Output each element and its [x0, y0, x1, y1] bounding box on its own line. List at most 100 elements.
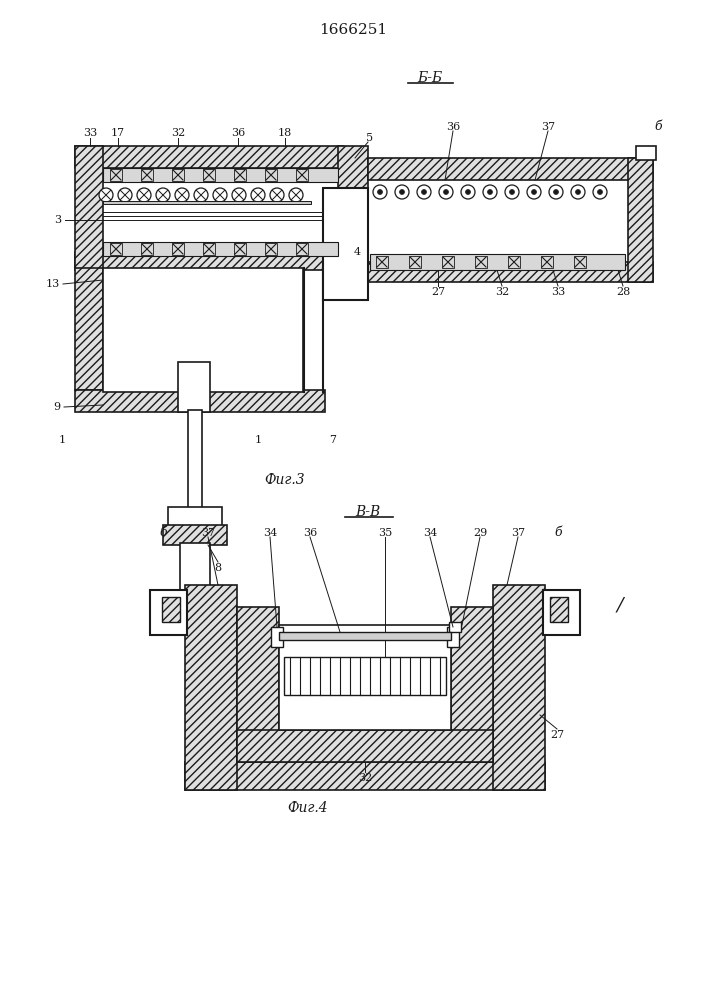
Text: б: б	[654, 120, 662, 133]
Bar	[172, 169, 184, 181]
Circle shape	[483, 185, 497, 199]
Circle shape	[175, 188, 189, 202]
Circle shape	[527, 185, 541, 199]
Text: 1: 1	[255, 435, 262, 445]
Bar	[75, 268, 103, 390]
Text: б: б	[159, 526, 167, 540]
Bar	[141, 243, 153, 255]
Bar	[103, 242, 338, 256]
Bar	[451, 607, 493, 762]
Bar	[543, 590, 580, 635]
Circle shape	[118, 188, 132, 202]
Bar	[234, 243, 246, 255]
Bar	[449, 622, 461, 632]
Bar	[110, 169, 122, 181]
Text: Фиг.4: Фиг.4	[288, 801, 328, 815]
Circle shape	[593, 185, 607, 199]
Bar	[338, 146, 368, 270]
Bar	[442, 256, 454, 268]
Circle shape	[421, 190, 426, 194]
Text: 4: 4	[354, 247, 361, 257]
Text: Б-Б: Б-Б	[417, 71, 443, 85]
Circle shape	[597, 190, 602, 194]
Text: Фиг.3: Фиг.3	[264, 473, 305, 487]
Bar	[279, 625, 451, 730]
Bar	[170, 610, 220, 628]
Circle shape	[137, 188, 151, 202]
Text: 35: 35	[378, 528, 392, 538]
Bar	[370, 254, 625, 270]
Bar	[103, 201, 311, 204]
Text: /: /	[617, 596, 624, 614]
Text: 32: 32	[358, 773, 372, 783]
Text: В-В: В-В	[356, 505, 380, 519]
Circle shape	[399, 190, 404, 194]
Text: 37: 37	[511, 528, 525, 538]
Bar	[279, 632, 451, 640]
Bar	[110, 243, 122, 255]
Bar	[323, 188, 368, 300]
Text: 17: 17	[111, 128, 125, 138]
Circle shape	[417, 185, 431, 199]
Text: 8: 8	[214, 563, 221, 573]
Bar	[409, 256, 421, 268]
Bar	[178, 362, 210, 412]
Bar	[203, 169, 215, 181]
Circle shape	[488, 190, 493, 194]
Bar	[296, 243, 308, 255]
Circle shape	[289, 188, 303, 202]
Bar	[284, 657, 446, 695]
Bar	[265, 169, 277, 181]
Bar	[550, 597, 568, 622]
Text: 1666251: 1666251	[319, 23, 387, 37]
Bar	[75, 390, 325, 412]
Bar	[271, 627, 283, 647]
Text: 29: 29	[473, 528, 487, 538]
Bar	[628, 158, 653, 282]
Circle shape	[251, 188, 265, 202]
Text: 5: 5	[366, 133, 373, 143]
Bar	[475, 256, 487, 268]
Circle shape	[439, 185, 453, 199]
Circle shape	[505, 185, 519, 199]
Bar	[493, 585, 545, 790]
Circle shape	[232, 188, 246, 202]
Text: 7: 7	[329, 435, 337, 445]
Text: 36: 36	[446, 122, 460, 132]
Bar	[447, 627, 459, 647]
Bar	[508, 256, 520, 268]
Text: 36: 36	[231, 128, 245, 138]
Bar	[265, 243, 277, 255]
Circle shape	[156, 188, 170, 202]
Bar	[237, 730, 493, 762]
Circle shape	[213, 188, 227, 202]
Bar	[376, 256, 388, 268]
Bar	[368, 158, 653, 180]
Bar	[234, 169, 246, 181]
Circle shape	[443, 190, 448, 194]
Text: 32: 32	[495, 287, 509, 297]
Circle shape	[549, 185, 563, 199]
Text: 34: 34	[263, 528, 277, 538]
Circle shape	[373, 185, 387, 199]
Bar	[237, 607, 279, 762]
Bar	[185, 585, 237, 790]
Text: 9: 9	[54, 402, 61, 412]
Circle shape	[194, 188, 208, 202]
Circle shape	[575, 190, 580, 194]
Text: б: б	[554, 526, 562, 540]
Text: 18: 18	[278, 128, 292, 138]
Bar	[172, 243, 184, 255]
Bar	[103, 168, 338, 182]
Bar	[162, 597, 180, 622]
Bar	[541, 256, 553, 268]
Bar	[141, 169, 153, 181]
Bar	[167, 593, 223, 613]
Bar	[368, 262, 653, 282]
Circle shape	[554, 190, 559, 194]
Bar	[203, 243, 215, 255]
Text: 33: 33	[83, 128, 97, 138]
Bar	[180, 543, 210, 595]
Circle shape	[461, 185, 475, 199]
Bar	[185, 762, 545, 790]
